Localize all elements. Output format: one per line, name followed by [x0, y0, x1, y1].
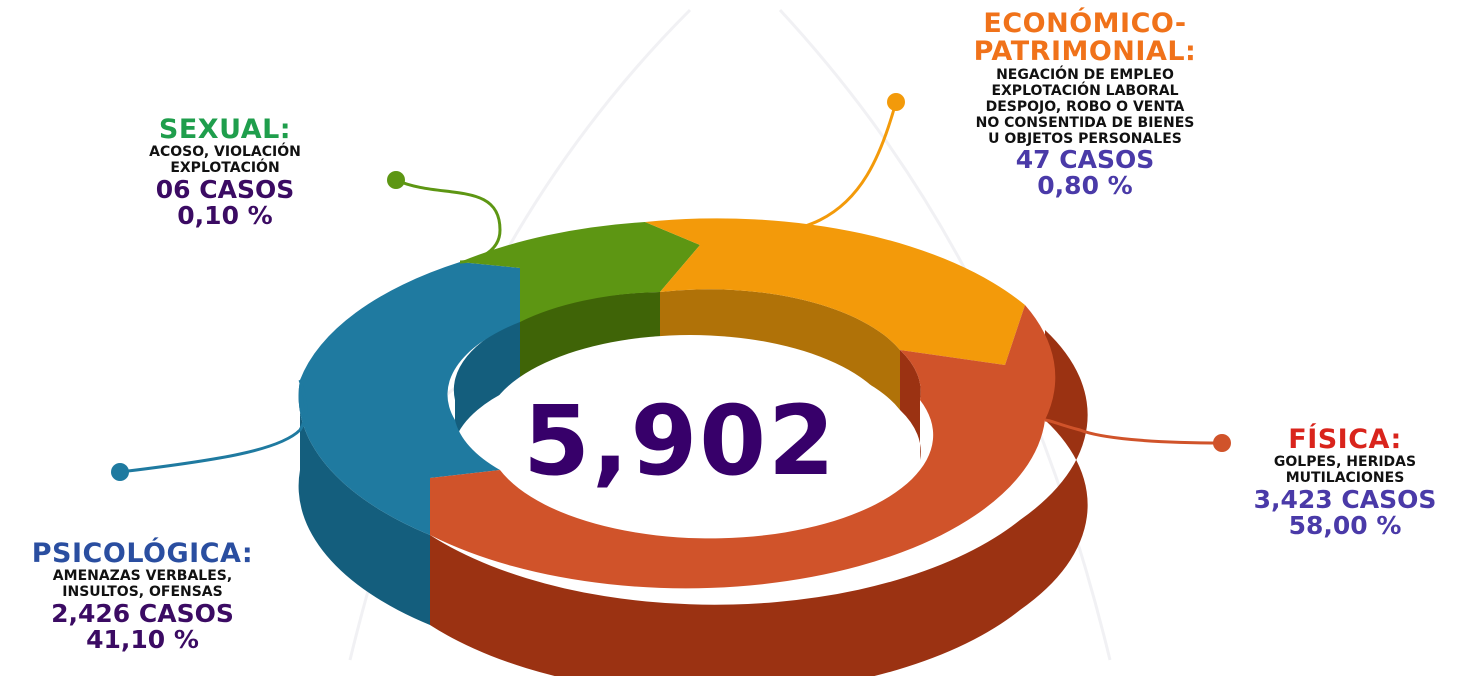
label-sexual-category: SEXUAL:	[158, 114, 292, 145]
callout-dot-sexual	[387, 171, 405, 189]
label-economico-desc-5: U OBJETOS PERSONALES	[988, 131, 1182, 148]
callout-line-eco	[699, 101, 898, 247]
label-fisica-desc-1: GOLPES, HERIDAS	[1273, 454, 1417, 471]
label-economico-desc-1: NEGACIÓN DE EMPLEO	[996, 66, 1174, 83]
label-fisica-percent: 58,00 %	[1288, 510, 1402, 540]
slice-side-fisica	[430, 330, 1088, 680]
callout-dot-eco	[887, 93, 905, 111]
label-fisica-cases: 3,423 CASOS	[1253, 484, 1437, 514]
label-psicologica-desc-2: INSULTOS, OFENSAS	[62, 584, 223, 601]
label-fisica-desc-2: MUTILACIONES	[1285, 470, 1405, 487]
label-sexual-desc-1: ACOSO, VIOLACIÓN	[149, 144, 301, 161]
label-psicologica-cases: 2,426 CASOS	[51, 598, 234, 628]
label-economico-cases: 47 CASOS	[1015, 145, 1155, 175]
label-psicologica-percent: 41,10 %	[86, 624, 199, 654]
slice-inner-fisica	[900, 350, 921, 460]
label-economico-category-2: PATRIMONIAL:	[973, 36, 1197, 68]
label-economico-percent: 0,80 %	[1037, 171, 1133, 201]
callout-dot-psico	[111, 463, 129, 481]
slice-top-psicologica	[298, 262, 520, 535]
label-economico-desc-4: NO CONSENTIDA DE BIENES	[975, 114, 1195, 131]
label-fisica: FÍSICA: GOLPES, HERIDAS MUTILACIONES 3,4…	[1230, 424, 1460, 540]
label-psicologica: PSICOLÓGICA: AMENAZAS VERBALES, INSULTOS…	[0, 538, 285, 654]
center-total: 5,902	[523, 385, 837, 497]
callout-line-sexual	[395, 178, 502, 264]
label-fisica-category: FÍSICA:	[1288, 424, 1402, 455]
label-economico-desc-3: DESPOJO, ROBO O VENTA	[985, 98, 1185, 115]
donut-hole	[485, 335, 895, 525]
label-economico-category-1: ECONÓMICO-	[983, 8, 1187, 39]
label-psicologica-category: PSICOLÓGICA:	[31, 538, 254, 569]
label-sexual-cases: 06 CASOS	[155, 174, 295, 204]
slice-top-economico	[645, 218, 1025, 365]
label-sexual-percent: 0,10 %	[177, 200, 273, 230]
slice-inner-psicologica	[453, 320, 520, 440]
slice-top-sexual	[460, 222, 700, 322]
label-sexual: SEXUAL: ACOSO, VIOLACIÓN EXPLOTACIÓN 06 …	[100, 114, 350, 230]
slice-side-psicologica	[298, 380, 430, 625]
label-sexual-desc-2: EXPLOTACIÓN	[170, 160, 280, 177]
slice-top-fisica	[430, 305, 1056, 589]
callout-dot-fisica	[1213, 434, 1231, 452]
label-economico-desc-2: EXPLOTACIÓN LABORAL	[991, 82, 1179, 99]
callout-line-psico	[119, 379, 308, 474]
callout-line-fisica	[1044, 418, 1223, 445]
label-psicologica-desc-1: AMENAZAS VERBALES,	[52, 568, 233, 585]
label-economico: ECONÓMICO- PATRIMONIAL: NEGACIÓN DE EMPL…	[920, 8, 1250, 201]
